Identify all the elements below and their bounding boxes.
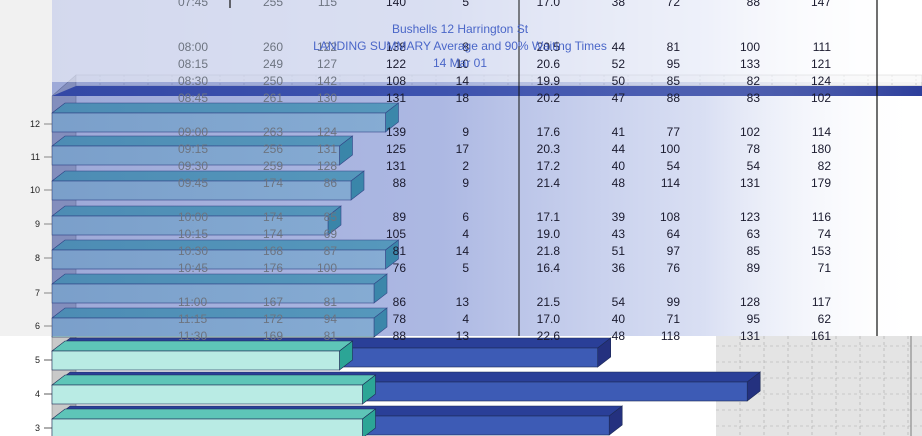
bar-teal-5-top [51,340,354,352]
window-overlay [0,0,922,336]
y-tick-6: 6 [34,321,40,331]
y-tick-3: 3 [34,423,40,433]
y-tick-12: 12 [29,119,40,129]
bar-teal-4-top [51,374,377,386]
y-tick-10: 10 [29,185,40,195]
y-tick-11: 11 [30,152,40,162]
bar-teal-3 [51,418,363,436]
y-tick-7: 7 [34,288,40,298]
y-tick-5: 5 [34,355,40,365]
y-tick-4: 4 [34,389,40,399]
bar-teal-3-top [51,408,377,420]
bar-teal-5 [51,350,340,371]
overlay-top-fade [0,0,922,82]
y-tick-8: 8 [34,253,40,263]
left-fade [0,0,52,336]
y-tick-9: 9 [34,219,40,229]
bar-teal-4 [51,384,363,405]
